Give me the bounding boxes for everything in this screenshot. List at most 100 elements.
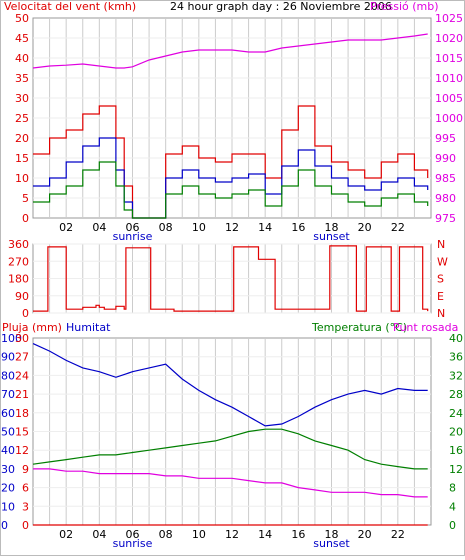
rain-tick-label: 0 [22, 519, 29, 532]
pressure-tick-label: 990 [435, 152, 456, 165]
pressure-tick-label: 980 [435, 192, 456, 205]
temperature-tick-label: 8 [449, 482, 456, 495]
rain-axis-label: Pluja (mm) [2, 321, 62, 334]
x-tick-label: 08 [159, 221, 173, 234]
wind-tick-label: 35 [15, 72, 29, 85]
compass-tick-label: W [437, 255, 448, 268]
direction-tick-label: 0 [22, 307, 29, 320]
dewpoint-axis-label: Punt rosada [393, 321, 458, 334]
wind-tick-label: 15 [15, 152, 29, 165]
x-tick-label: 08 [159, 528, 173, 541]
x-tick-label: 04 [92, 528, 106, 541]
x-tick-label: 16 [291, 528, 305, 541]
x-tick-label: 16 [291, 221, 305, 234]
rain-tick-label: 15 [15, 426, 29, 439]
humidity-tick-label: 60 [1, 407, 15, 420]
wind-tick-label: 10 [15, 172, 29, 185]
compass-tick-label: E [437, 290, 444, 303]
temperature-tick-label: 20 [449, 426, 463, 439]
sunset-label: sunset [313, 537, 350, 550]
x-tick-label: 20 [358, 528, 372, 541]
sunrise-label: sunrise [113, 230, 153, 243]
direction-tick-label: 360 [8, 238, 29, 251]
pressure-tick-label: 1025 [435, 12, 463, 25]
rain-tick-label: 30 [15, 332, 29, 345]
wind-tick-label: 30 [15, 92, 29, 105]
x-tick-label: 22 [391, 528, 405, 541]
wind-left-axis-label: Velocitat del vent (kmh) [4, 0, 136, 13]
temperature-tick-label: 28 [449, 388, 463, 401]
rain-tick-label: 24 [15, 369, 29, 382]
wind-tick-label: 45 [15, 32, 29, 45]
x-tick-label: 14 [258, 528, 272, 541]
temperature-tick-label: 12 [449, 463, 463, 476]
x-tick-label: 12 [225, 528, 239, 541]
humidity-tick-label: 0 [1, 519, 8, 532]
wind-series-blue [33, 137, 429, 219]
wind-series-magenta [32, 33, 428, 69]
wind-series-green [33, 161, 429, 219]
pressure-tick-label: 985 [435, 172, 456, 185]
wind-tick-label: 50 [15, 12, 29, 25]
direction-tick-label: 90 [15, 290, 29, 303]
direction-tick-label: 180 [8, 273, 29, 286]
temperature-tick-label: 24 [449, 407, 463, 420]
x-tick-label: 12 [225, 221, 239, 234]
humidity-tick-label: 80 [1, 369, 15, 382]
series-magenta [33, 468, 428, 498]
x-tick-label: 10 [192, 221, 206, 234]
wind-series-red [33, 105, 429, 219]
direction-series [33, 245, 429, 312]
x-tick-label: 06 [126, 221, 140, 234]
pressure-tick-label: 975 [435, 212, 456, 225]
pressure-tick-label: 1015 [435, 52, 463, 65]
rain-tick-label: 3 [22, 500, 29, 513]
chart-title: 24 hour graph day : 26 Noviembre 2006 [170, 0, 392, 13]
humidity-tick-label: 90 [1, 351, 15, 364]
temperature-tick-label: 4 [449, 500, 456, 513]
rain-tick-label: 12 [15, 444, 29, 457]
x-tick-label: 04 [92, 221, 106, 234]
pressure-tick-label: 1005 [435, 92, 463, 105]
temperature-tick-label: 32 [449, 369, 463, 382]
temperature-axis-label: Temperatura (°C) [311, 321, 407, 334]
humidity-axis-label: Humitat [66, 321, 111, 334]
temperature-tick-label: 16 [449, 444, 463, 457]
x-tick-label: 02 [59, 221, 73, 234]
wind-tick-label: 40 [15, 52, 29, 65]
rain-tick-label: 6 [22, 482, 29, 495]
series-blue [32, 343, 428, 427]
humidity-tick-label: 100 [1, 332, 22, 345]
series-green [32, 428, 428, 470]
pressure-tick-label: 1020 [435, 32, 463, 45]
wind-tick-label: 20 [15, 132, 29, 145]
compass-tick-label: N [437, 307, 445, 320]
temperature-tick-label: 36 [449, 351, 463, 364]
x-tick-label: 02 [59, 528, 73, 541]
humidity-tick-label: 50 [1, 426, 15, 439]
temperature-tick-label: 40 [449, 332, 463, 345]
x-tick-label: 10 [192, 528, 206, 541]
compass-tick-label: S [437, 273, 444, 286]
x-tick-label: 06 [126, 528, 140, 541]
rain-tick-label: 21 [15, 388, 29, 401]
humidity-tick-label: 30 [1, 463, 15, 476]
sunrise-label: sunrise [113, 537, 153, 550]
humidity-tick-label: 10 [1, 500, 15, 513]
x-tick-label: 18 [325, 528, 339, 541]
temperature-tick-label: 0 [449, 519, 456, 532]
wind-tick-label: 0 [22, 212, 29, 225]
humidity-tick-label: 70 [1, 388, 15, 401]
series-layer [32, 33, 429, 526]
pressure-tick-label: 1010 [435, 72, 463, 85]
pressure-tick-label: 1000 [435, 112, 463, 125]
wind-tick-label: 25 [15, 112, 29, 125]
x-tick-label: 18 [325, 221, 339, 234]
humidity-tick-label: 20 [1, 482, 15, 495]
x-tick-label: 22 [391, 221, 405, 234]
x-tick-label: 20 [358, 221, 372, 234]
pressure-tick-label: 995 [435, 132, 456, 145]
